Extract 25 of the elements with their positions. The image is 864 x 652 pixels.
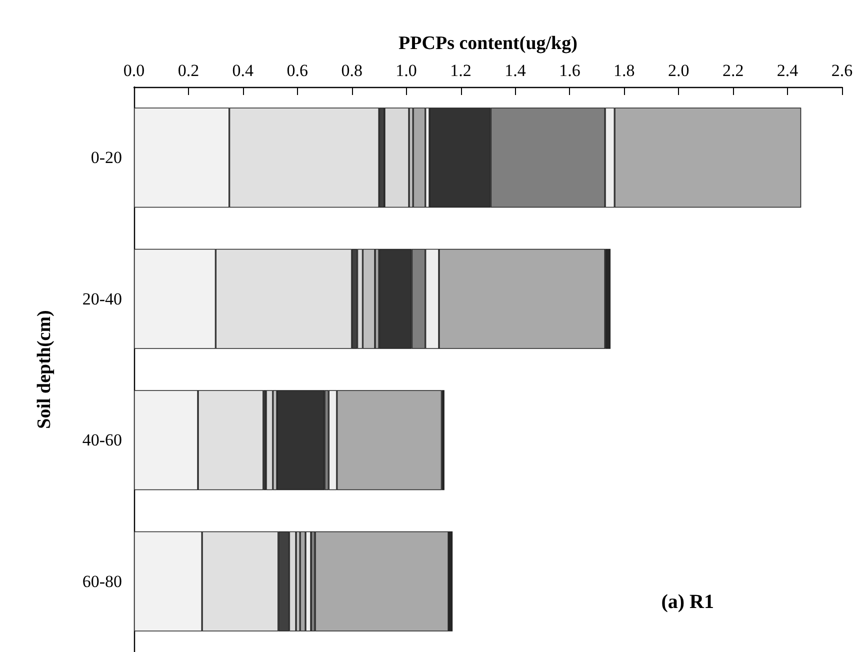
x-tick-label: 0.6 [286,61,308,80]
x-tick-label: 2.4 [776,61,799,80]
x-tick-label: 1.8 [614,61,635,80]
x-tick-label: 0.2 [178,61,200,80]
x-tick-label: 1.6 [559,61,580,80]
bar [413,108,426,208]
y-axis-title: Soil depth(cm) [34,310,55,429]
annotation: (a) R1 [661,591,714,613]
y-tick-label: 0-20 [90,148,122,168]
bar [266,390,273,490]
x-axis-title: PPCPs content(ug/kg) [398,33,578,54]
x-tick-label: 2.0 [668,61,690,80]
bar [315,531,449,632]
y-tick-label: 60-80 [82,572,122,591]
x-tick-label: 1.2 [450,61,472,80]
x-tick-label: 0.8 [341,61,362,80]
bar [276,390,325,490]
y-tick-label: 40-60 [82,430,122,450]
x-tick-label: 1.0 [396,61,417,80]
x-tick-label: 2.6 [831,61,853,80]
x-tick-label: 0.4 [232,61,254,80]
y-tick-label: 20-40 [82,289,122,308]
x-tick-label: 0.0 [123,61,145,80]
x-tick-label: 1.4 [504,61,526,80]
x-tick-label: 2.2 [722,61,744,80]
